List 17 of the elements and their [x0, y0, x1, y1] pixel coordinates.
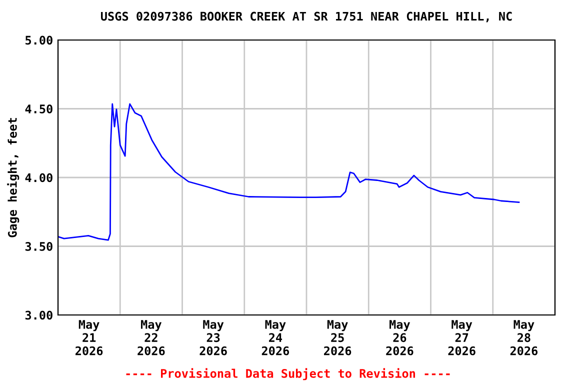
y-tick-label: 3.50 — [25, 242, 52, 251]
line-series — [58, 103, 520, 241]
x-tick-label: May 22 2026 — [138, 320, 165, 356]
text: ---- Provisional Data Subject to Revision ---- — [126, 368, 450, 380]
y-tick-label: 5.00 — [26, 36, 52, 45]
x-tick-label: May 24 2026 — [262, 320, 290, 356]
x-tick-label: May 25 2026 — [324, 320, 352, 356]
y-tick-label: 4.00 — [25, 173, 52, 182]
y-axis-title: Gage height, feet — [7, 118, 20, 238]
x-tick-label: May 27 2026 — [448, 320, 476, 356]
x-tick-label: May 26 2026 — [386, 320, 414, 356]
x-tick-label: May 21 2026 — [76, 320, 103, 356]
y-tick-label: 4.50 — [25, 104, 52, 114]
x-tick-label: May 23 2026 — [200, 320, 227, 356]
y-tick-label: 3.00 — [25, 310, 52, 320]
x-tick-label: May 28 2026 — [510, 320, 538, 356]
chart-title: USGS 02097386 BOOKER CREEK AT SR 1751 NEAR CHAPEL HILL, NC — [101, 12, 512, 22]
